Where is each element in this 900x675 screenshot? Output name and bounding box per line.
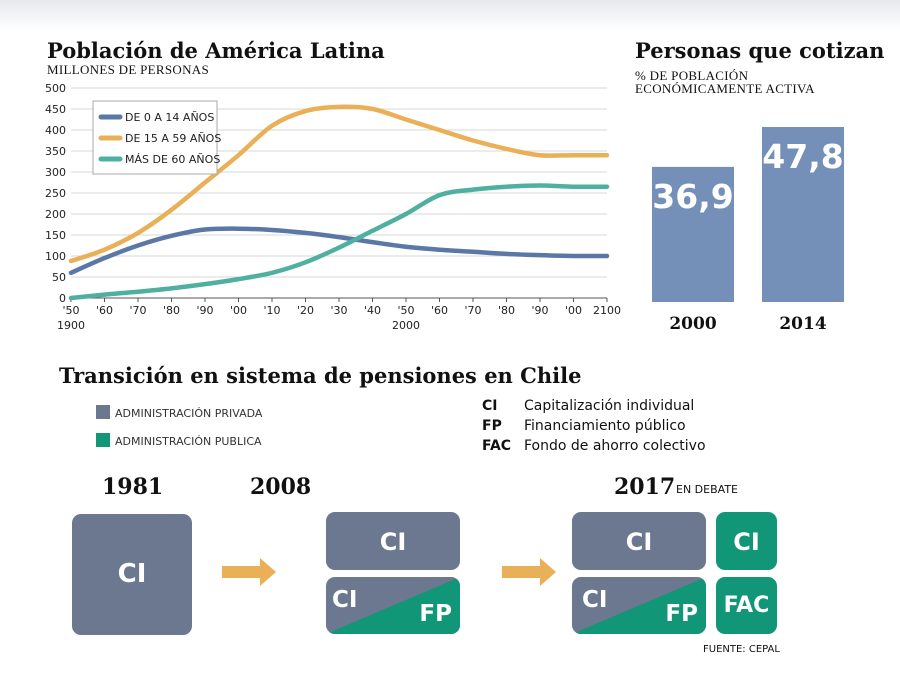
series-line [68,226,610,276]
population-title: Población de América Latina [47,38,385,63]
x-tick-label: '50 [62,304,79,317]
box-label: CI [733,528,760,556]
stage-year-2017: 2017 [614,474,676,500]
y-tick-label: 450 [45,103,66,116]
y-tick-label: 100 [45,250,66,263]
x-tick-label: '60 [96,304,113,317]
x-tick-label: '40 [364,304,381,317]
box-label: CI [625,528,653,556]
box-label: FAC [723,593,770,618]
legend-label: MÁS DE 60 AÑOS [125,153,220,166]
bar [652,166,734,302]
x-tick-label: 2100 [593,304,621,317]
contributors-subtitle-line2: ECONÓMICAMENTE ACTIVA [635,81,815,96]
abbr-code: CI [482,398,498,414]
bar [762,127,844,302]
abbr-meaning: Fondo de ahorro colectivo [524,438,706,454]
x-tick-label: '80 [498,304,515,317]
box-2017-public-fac: FAC [716,577,777,634]
x-tick-label: '20 [297,304,314,317]
series-lines [68,104,610,301]
stage-year-1981: 1981 [102,474,164,500]
x-tick-label: '00 [565,304,582,317]
axes: 0 50 100 150 200 250 300 350 400 450 500 '50 '60 '70 '… [45,82,621,332]
bar-category-label: 2000 [669,314,716,334]
box-label: CI [379,528,407,556]
split-shape [326,577,460,634]
abbr-code: FP [482,418,502,434]
x-tick-label: '70 [464,304,481,317]
bar-value-label: 36,9 [652,177,733,216]
x-tick-label: '00 [230,304,247,317]
legend-swatch-public [96,433,110,447]
x-tick-label: '30 [330,304,347,317]
bars: 36,9 2000 47,8 2014 [652,127,844,334]
box-2017-ci: CI [572,512,706,570]
source-note: FUENTE: CEPAL [703,644,780,655]
abbr-meaning: Financiamiento público [524,418,686,434]
x-tick-label: '10 [263,304,280,317]
abbr-meaning: Capitalización individual [524,398,695,414]
x-tick-label: '80 [163,304,180,317]
pensions-title: Transición en sistema de pensiones en Ch… [59,363,582,388]
stage-year-2008: 2008 [250,474,312,500]
y-tick-label: 200 [45,208,66,221]
box-2008-ci-fp: CI FP [326,577,460,634]
arrow-right-icon [222,558,276,586]
y-tick-label: 300 [45,166,66,179]
y-tick-label: 500 [45,82,66,95]
y-tick-label: 350 [45,145,66,158]
y-tick-label: 250 [45,187,66,200]
box-label: CI [117,559,147,589]
legend-swatch-private [96,405,110,419]
box-2017-public-ci: CI [716,512,777,570]
arrow-right-icon [502,558,556,586]
x-era-label: 1900 [57,319,85,332]
box-2008-ci: CI [326,512,460,570]
stage-note-2017: EN DEBATE [676,483,738,496]
y-tick-label: 150 [45,229,66,242]
box-label-ci: CI [332,587,358,613]
box-2017-ci-fp: CI FP [572,577,706,634]
box-label-ci: CI [582,587,608,613]
legend-label: DE 15 A 59 AÑOS [125,132,221,145]
population-subtitle: MILLONES DE PERSONAS [47,62,210,77]
contributors-subtitle-line1: % DE POBLACIÓN [635,68,749,83]
bar-value-label: 47,8 [762,137,843,176]
split-shape [572,577,706,634]
x-tick-label: '90 [196,304,213,317]
y-tick-label: 50 [52,271,66,284]
abbr-code: FAC [482,438,512,454]
x-era-label: 2000 [392,319,420,332]
x-tick-label: '90 [531,304,548,317]
bar-category-label: 2014 [779,314,826,334]
y-tick-label: 0 [59,292,66,305]
box-label-fp: FP [419,601,452,627]
contributors-chart: 36,9 2000 47,8 2014 [652,127,844,334]
x-tick-label: '50 [397,304,414,317]
legend-label-private: ADMINISTRACIÓN PRIVADA [115,407,263,420]
series-line [68,104,610,264]
contributors-title: Personas que cotizan [635,38,885,63]
population-chart: 0 50 100 150 200 250 300 350 400 450 500 '50 '60 '70 '… [45,82,621,332]
legend-label: DE 0 A 14 AÑOS [125,111,214,124]
box-label-fp: FP [665,601,698,627]
legend-label-public: ADMINISTRACIÓN PUBLICA [115,435,262,448]
y-tick-label: 400 [45,124,66,137]
x-tick-label: '60 [431,304,448,317]
box-1981-ci: CI [72,514,192,635]
x-tick-label: '70 [129,304,146,317]
series-line [68,183,610,301]
legend: DE 0 A 14 AÑOS DE 15 A 59 AÑOS MÁS DE 60 A… [92,100,221,175]
